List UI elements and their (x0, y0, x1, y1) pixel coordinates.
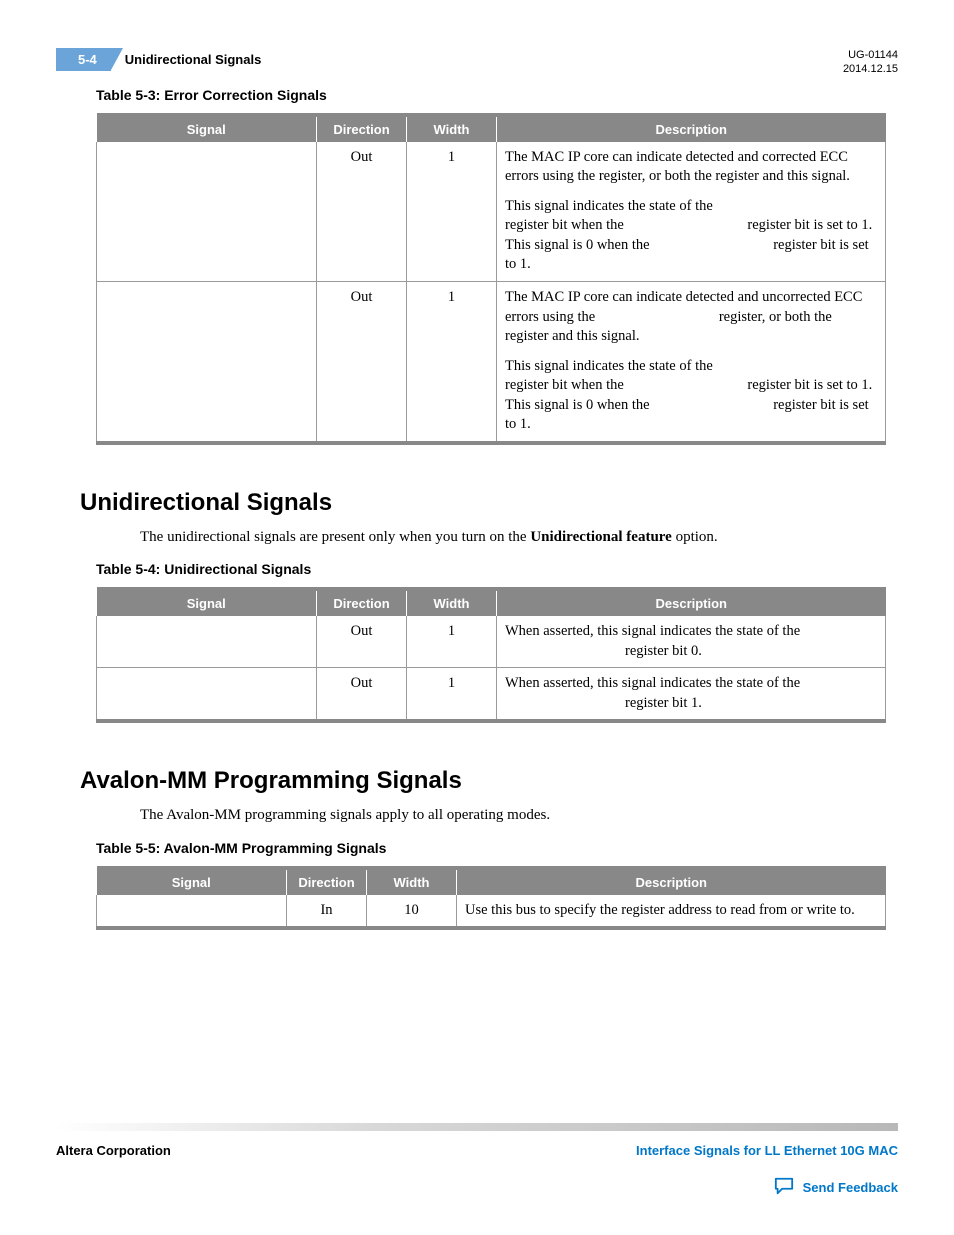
cell-width: 1 (407, 142, 497, 282)
cell-signal (97, 281, 317, 442)
desc-text: register bit when the (505, 377, 624, 393)
col-signal: Signal (97, 589, 317, 616)
section-heading-avalon-mm: Avalon-MM Programming Signals (80, 767, 898, 795)
cell-direction: Out (317, 668, 407, 722)
col-width: Width (367, 868, 457, 895)
cell-signal (97, 895, 287, 929)
footer-rule (56, 1123, 898, 1131)
cell-signal (97, 668, 317, 722)
desc-text: When asserted, this signal indicates the… (505, 675, 800, 691)
header-section-name: Unidirectional Signals (125, 52, 262, 67)
table-5-3: Signal Direction Width Description Out 1… (96, 113, 886, 445)
doc-id: UG-01144 (843, 48, 898, 62)
desc-text: register bit 0. (625, 643, 702, 659)
intro-bold: Unidirectional feature (530, 529, 672, 545)
feedback-label: Send Feedback (803, 1180, 898, 1195)
cell-width: 10 (367, 895, 457, 929)
cell-description: When asserted, this signal indicates the… (497, 616, 886, 668)
desc-text: register bit 1. (625, 695, 702, 711)
cell-direction: Out (317, 281, 407, 442)
col-signal: Signal (97, 868, 287, 895)
table-row: Out 1 The MAC IP core can indicate detec… (97, 281, 886, 442)
section-intro: The Avalon-MM programming signals apply … (140, 805, 898, 825)
table-5-5-title: Table 5-5: Avalon-MM Programming Signals (96, 840, 898, 856)
intro-text: The unidirectional signals are present o… (140, 529, 530, 545)
send-feedback-link[interactable]: Send Feedback (56, 1176, 898, 1199)
cell-width: 1 (407, 616, 497, 668)
table-row: Out 1 The MAC IP core can indicate detec… (97, 142, 886, 282)
cell-description: Use this bus to specify the register add… (457, 895, 886, 929)
col-description: Description (497, 589, 886, 616)
cell-description: The MAC IP core can indicate detected an… (497, 281, 886, 442)
table-5-4: Signal Direction Width Description Out 1… (96, 587, 886, 723)
col-direction: Direction (287, 868, 367, 895)
col-width: Width (407, 115, 497, 142)
table-row: Out 1 When asserted, this signal indicat… (97, 616, 886, 668)
page-footer: Altera Corporation Interface Signals for… (56, 1123, 898, 1199)
table-row: Out 1 When asserted, this signal indicat… (97, 668, 886, 722)
cell-direction: Out (317, 142, 407, 282)
cell-width: 1 (407, 281, 497, 442)
cell-signal (97, 616, 317, 668)
desc-text: This signal indicates the state of the (505, 358, 713, 374)
col-direction: Direction (317, 115, 407, 142)
col-direction: Direction (317, 589, 407, 616)
intro-text: option. (672, 529, 718, 545)
col-signal: Signal (97, 115, 317, 142)
section-intro: The unidirectional signals are present o… (140, 527, 898, 547)
table-5-3-title: Table 5-3: Error Correction Signals (96, 87, 898, 103)
cell-description: When asserted, this signal indicates the… (497, 668, 886, 722)
desc-text: register, or both the register and this … (599, 168, 850, 184)
cell-signal (97, 142, 317, 282)
doc-date: 2014.12.15 (843, 62, 898, 76)
page-number-tab: 5-4 (56, 48, 111, 71)
cell-description: The MAC IP core can indicate detected an… (497, 142, 886, 282)
col-width: Width (407, 589, 497, 616)
footer-chapter-link[interactable]: Interface Signals for LL Ethernet 10G MA… (636, 1143, 898, 1158)
table-5-5: Signal Direction Width Description In 10… (96, 866, 886, 931)
feedback-icon (773, 1176, 795, 1199)
col-description: Description (457, 868, 886, 895)
desc-text: This signal indicates the state of the (505, 198, 713, 214)
desc-text: When asserted, this signal indicates the… (505, 623, 800, 639)
cell-direction: Out (317, 616, 407, 668)
col-description: Description (497, 115, 886, 142)
cell-direction: In (287, 895, 367, 929)
footer-company: Altera Corporation (56, 1143, 171, 1158)
cell-width: 1 (407, 668, 497, 722)
table-5-4-title: Table 5-4: Unidirectional Signals (96, 561, 898, 577)
desc-text: register bit when the (505, 217, 624, 233)
table-row: In 10 Use this bus to specify the regist… (97, 895, 886, 929)
page-header: 5-4 Unidirectional Signals UG-01144 2014… (56, 48, 898, 77)
section-heading-unidirectional: Unidirectional Signals (80, 489, 898, 517)
